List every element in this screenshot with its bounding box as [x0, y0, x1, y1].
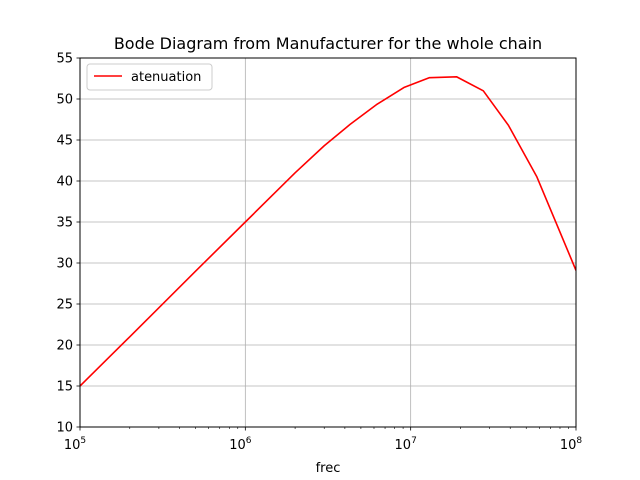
y-tick-label: 10 — [56, 421, 73, 436]
series-layer — [80, 76, 576, 387]
chart-title: Bode Diagram from Manufacturer for the w… — [114, 34, 542, 53]
y-tick-label: 45 — [56, 134, 73, 149]
series-line-atenuation — [80, 76, 576, 387]
legend-box — [86, 63, 213, 91]
y-tick-label: 25 — [56, 298, 73, 313]
y-tick-label: 35 — [56, 216, 73, 231]
y-tick-label: 20 — [56, 339, 73, 354]
x-axis: 105 106 107 108 — [64, 427, 583, 453]
x-tick-label: 105 — [64, 436, 86, 453]
y-tick-label: 15 — [56, 380, 73, 395]
x-tick-label: 108 — [560, 436, 583, 453]
x-tick-label: 107 — [395, 436, 417, 453]
x-tick-label: 106 — [229, 436, 252, 453]
y-tick-label: 50 — [56, 93, 73, 108]
legend-label-atenuation: atenuation — [131, 70, 201, 85]
y-tick-label: 40 — [56, 175, 73, 190]
y-axis: 10 15 20 25 30 35 40 45 50 55 — [56, 52, 80, 436]
plot-frame — [79, 57, 577, 428]
x-axis-label: frec — [316, 461, 341, 476]
y-tick-label: 30 — [56, 257, 73, 272]
y-tick-label: 55 — [56, 52, 73, 67]
legend: atenuation — [86, 63, 213, 91]
